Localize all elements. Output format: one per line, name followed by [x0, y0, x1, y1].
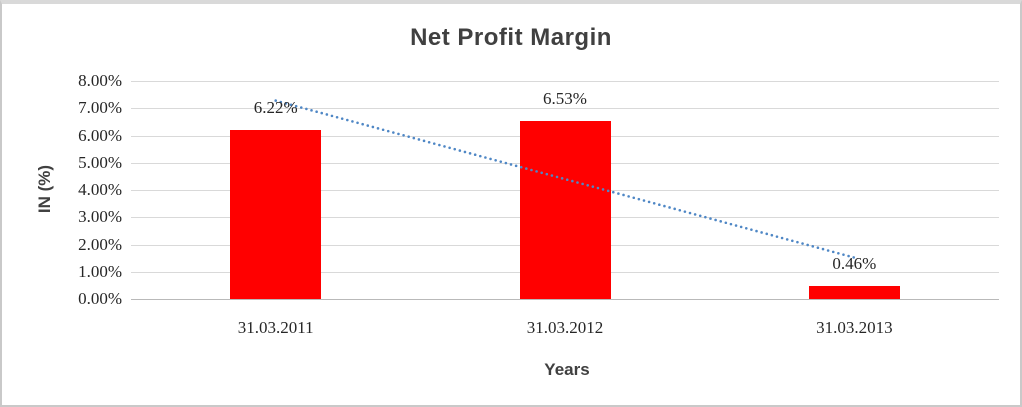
x-axis-title: Years [544, 360, 590, 379]
y-tick-label: 5.00% [78, 152, 122, 172]
chart-title: Net Profit Margin [410, 24, 612, 51]
bar-31.03.2012 [519, 121, 611, 299]
gridline [131, 108, 999, 110]
data-label: 6.53% [543, 89, 587, 109]
y-tick-label: 1.00% [78, 261, 122, 281]
y-tick-label: 7.00% [78, 98, 122, 118]
y-tick-label: 8.00% [78, 71, 122, 90]
bar-31.03.2011 [230, 129, 322, 299]
y-tick-label: 6.00% [78, 125, 122, 145]
data-label: 0.46% [832, 254, 877, 274]
y-tick-label: 0.00% [78, 289, 122, 308]
y-tick-label: 2.00% [78, 234, 122, 254]
y-tick-label: 3.00% [78, 207, 122, 227]
x-tick-label: 31.03.2011 [237, 318, 314, 337]
gridline [131, 81, 999, 82]
trendline [274, 99, 856, 259]
y-tick-label: 4.00% [78, 180, 122, 199]
data-label: 6.22% [253, 97, 298, 117]
x-axis-line [131, 299, 999, 300]
bar-31.03.2013 [808, 286, 900, 299]
trendline-dotted-line [274, 99, 856, 259]
x-tick-label: 31.03.2012 [526, 318, 604, 337]
x-tick-label: 31.03.2013 [816, 318, 893, 337]
plot-area: 6.22% 6.53% 0.46% [131, 81, 999, 300]
